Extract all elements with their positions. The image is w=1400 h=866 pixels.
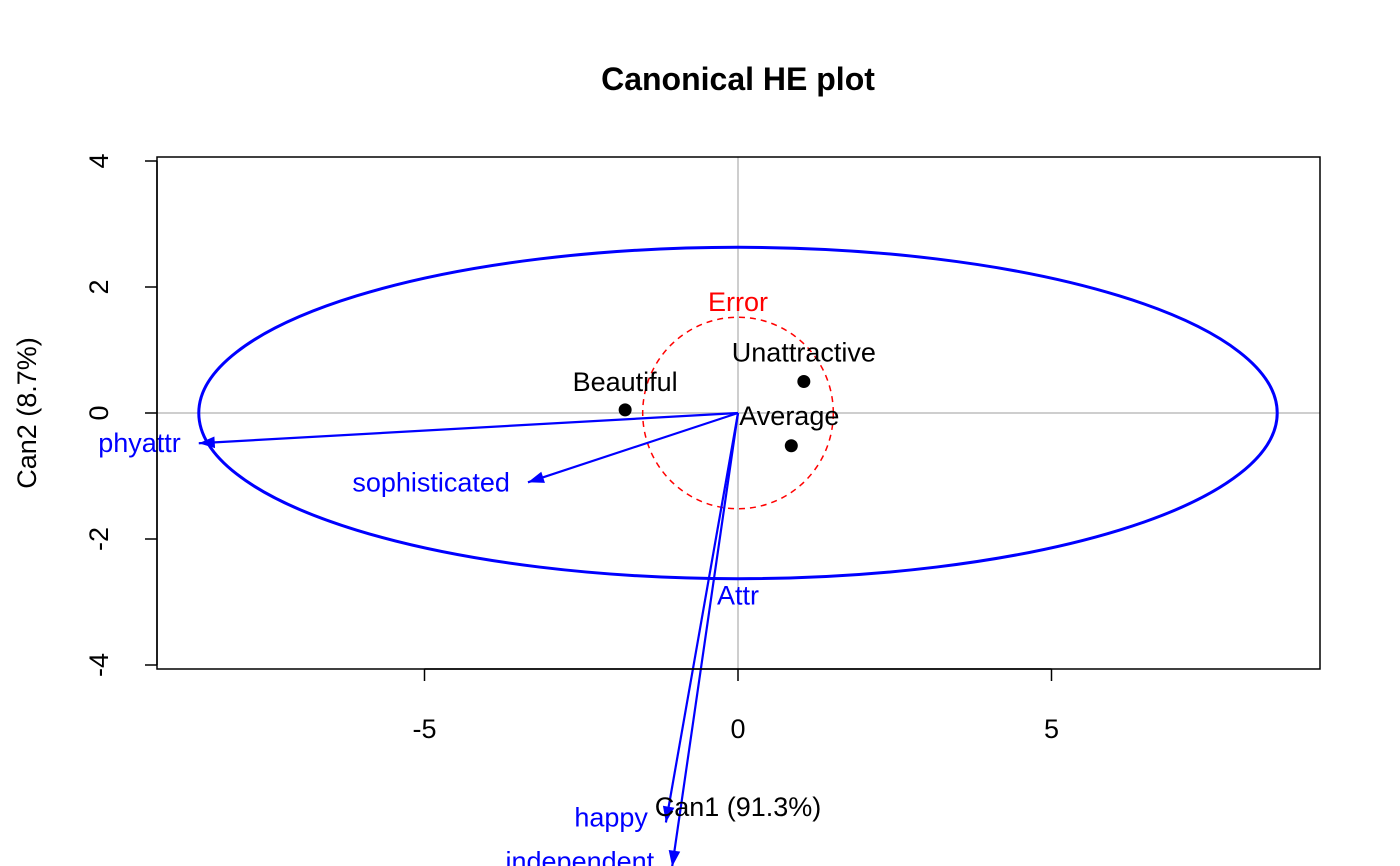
sophisticated-vector-label: sophisticated (352, 467, 510, 497)
beautiful-mean-label: Beautiful (573, 367, 678, 397)
y-tick-label: -4 (84, 653, 114, 677)
happy-arrowhead (662, 805, 675, 823)
group-means: Beautiful Unattractive Average (573, 338, 876, 453)
phyattr-vector (198, 411, 739, 445)
error-ellipse-label: Error (708, 287, 768, 317)
phyattr-vector-label: phyattr (98, 428, 181, 458)
y-tick-label: 4 (84, 153, 114, 168)
attr-ellipse-label: Attr (717, 581, 759, 611)
average-mean-label: Average (739, 401, 839, 431)
y-tick-label: 0 (84, 405, 114, 420)
sophisticated-arrowhead (527, 471, 545, 483)
ellipses: Attr Error (197, 245, 1279, 611)
sophisticated-vector (527, 411, 739, 484)
axes: -5 0 5 -4 -2 0 2 4 (84, 153, 1059, 744)
attr-ellipse (197, 245, 1279, 581)
x-tick-label: -5 (412, 714, 436, 744)
average-mean-point (784, 439, 798, 453)
beautiful-mean-point (618, 403, 632, 417)
y-tick-label: 2 (84, 279, 114, 294)
x-axis-label: Can1 (91.3%) (655, 792, 822, 822)
y-axis-label: Can2 (8.7%) (12, 337, 42, 489)
happy-vector (664, 412, 740, 823)
independent-arrowhead (668, 849, 681, 866)
phyattr-arrowhead (198, 436, 216, 449)
happy-vector-label: happy (574, 803, 648, 833)
y-tick-label: -2 (84, 527, 114, 551)
vectors: phyattr sophisticated happy independent (98, 411, 740, 866)
x-tick-label: 5 (1044, 714, 1059, 744)
unattractive-mean-point (797, 375, 811, 388)
independent-vector (671, 412, 740, 866)
chart-title: Canonical HE plot (601, 61, 875, 97)
x-tick-label: 0 (730, 714, 745, 744)
error-ellipse (641, 316, 835, 510)
unattractive-mean-label: Unattractive (732, 338, 876, 368)
independent-vector-label: independent (506, 847, 655, 866)
